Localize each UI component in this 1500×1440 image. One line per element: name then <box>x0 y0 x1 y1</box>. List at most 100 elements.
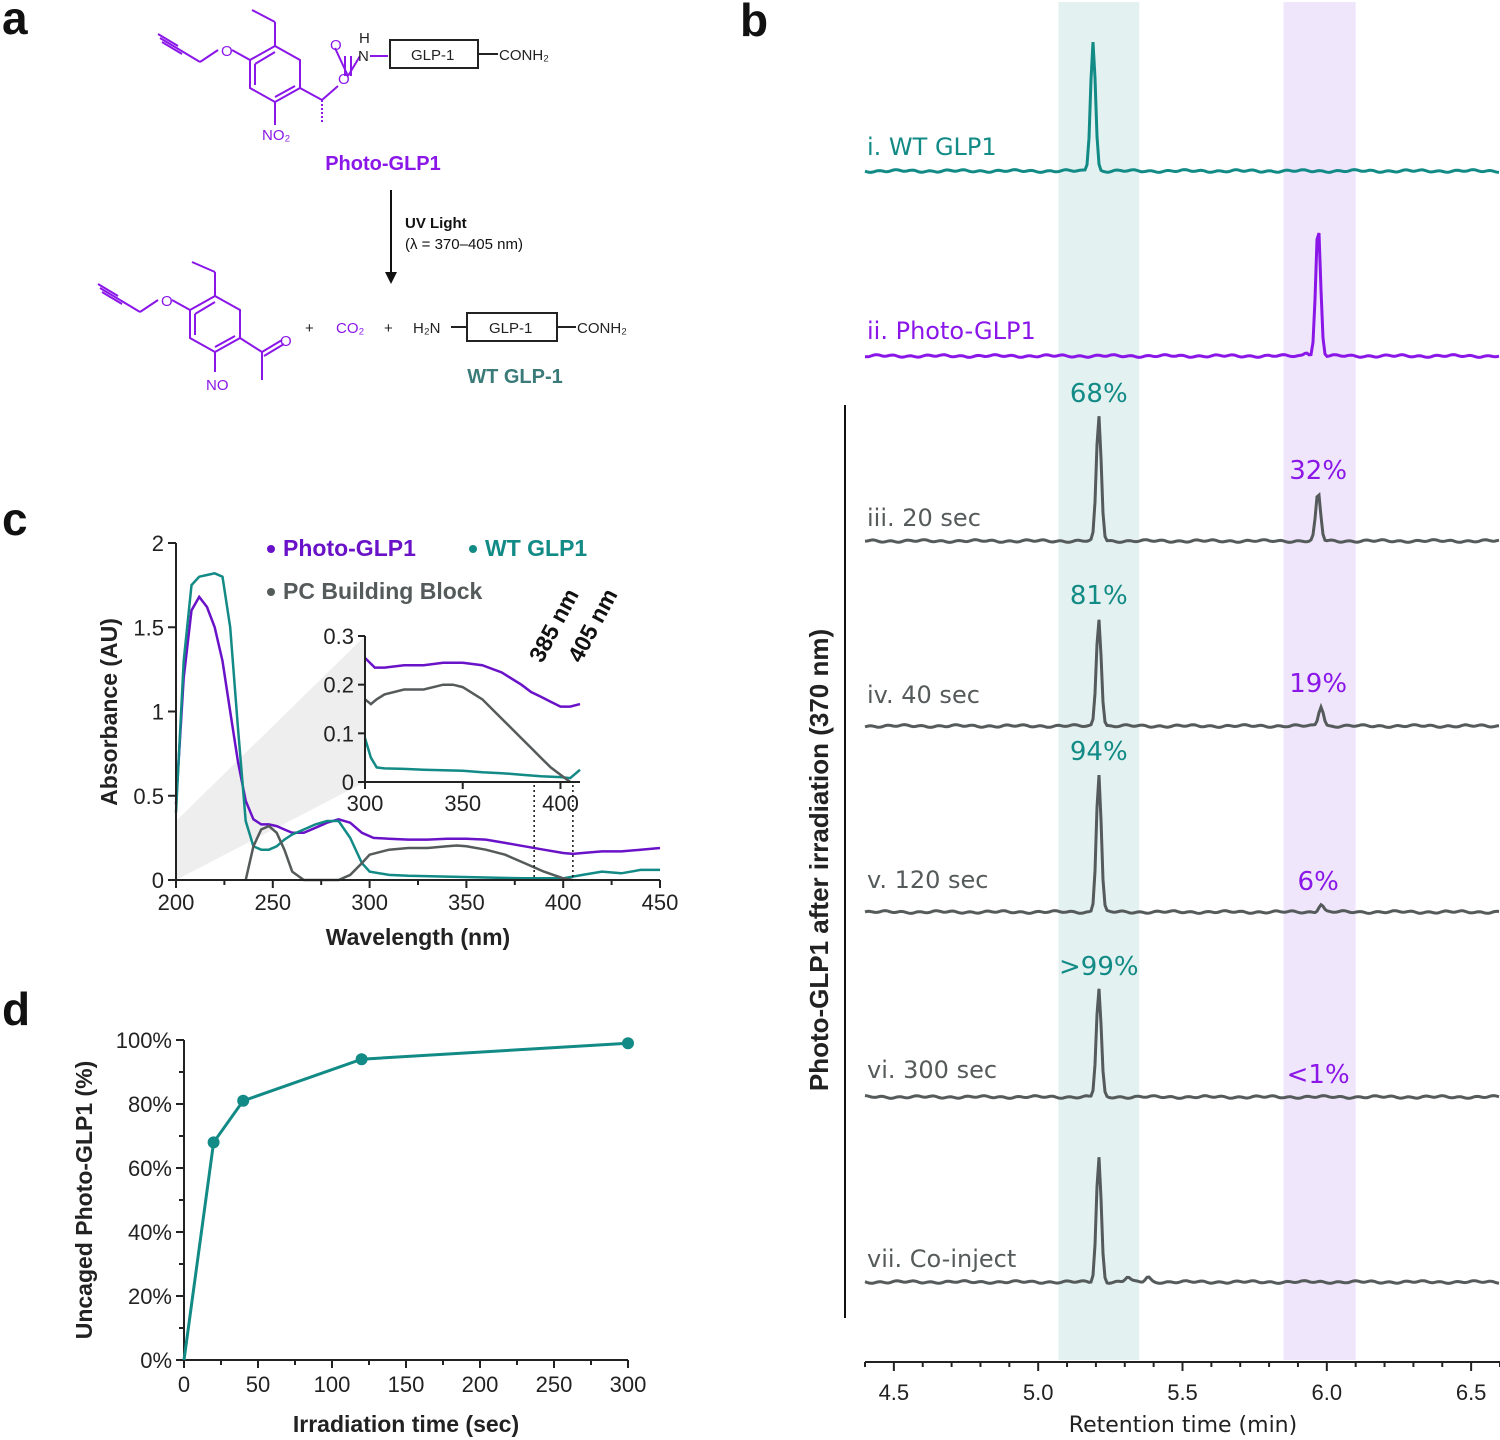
absorbance-plot: 200 250 300 350 400 450 0 0.5 1 1.5 2 <box>133 531 678 915</box>
no-label: NO <box>206 377 229 394</box>
c-y-tick-label: 0 <box>152 868 164 893</box>
d-y-tick-label: 20% <box>128 1284 172 1309</box>
chromatogram-traces: i. WT GLP1 ii. Photo-GLP1 iii. 20 sec 68% 32… <box>864 42 1500 1285</box>
kinetics-line <box>182 1041 629 1361</box>
panel-d: d 0 50 100 150 200 250 300 0% 20% 40% 60% 80% 100% I… <box>2 983 646 1437</box>
panel-letter-a: a <box>2 0 28 44</box>
chromatogram-3 <box>864 416 1500 544</box>
d-y-tick-label: 60% <box>128 1156 172 1181</box>
d-y-tick-label: 100% <box>116 1028 172 1053</box>
nh-n-label: N <box>358 48 369 65</box>
c-y-tick-label: 2 <box>152 531 164 556</box>
carbonyl-oxygen-label: O <box>330 37 342 54</box>
conh2-reactant-label: CONH₂ <box>499 47 549 64</box>
panel-c: c 200 250 300 350 400 450 0 0.5 1 1.5 2 300 350 400 0… <box>2 493 678 950</box>
nh-h-label: H <box>359 30 370 47</box>
chromatogram-6 <box>864 988 1500 1100</box>
c-y-tick-label: 0.5 <box>133 784 164 809</box>
panel-letter-d: d <box>2 983 30 1035</box>
panel-letter-b: b <box>740 0 768 46</box>
inset-x-tick-label: 300 <box>347 791 384 816</box>
c-x-tick-label: 300 <box>351 890 388 915</box>
c-y-tick-label: 1.5 <box>133 615 164 640</box>
benzene-ring-reactant <box>249 44 301 104</box>
legend-photo-glp1: Photo-GLP1 <box>283 535 416 561</box>
inset-x-tick-label: 400 <box>542 791 579 816</box>
inset-bg <box>365 632 584 782</box>
glp1-box-reactant-label: GLP-1 <box>411 47 454 64</box>
percent-wt-4: 81% <box>1070 581 1128 611</box>
trace-label-6: vi. 300 sec <box>867 1056 997 1084</box>
plus-sign-2: + <box>384 320 393 337</box>
chromatogram-2 <box>864 232 1500 359</box>
percent-photo-4: 19% <box>1289 669 1347 699</box>
c-xlabel: Wavelength (nm) <box>326 924 510 950</box>
panel-b: b i. WT GLP1 ii. Photo-GLP1 iii. 20 sec 68%… <box>740 0 1500 1438</box>
legend-wt-glp1: WT GLP1 <box>485 535 587 561</box>
inset-y-tick-label: 0.1 <box>323 721 354 746</box>
legend-marker-pc <box>267 588 275 596</box>
trace-label-1: i. WT GLP1 <box>867 133 997 161</box>
inset-x-tick-label: 350 <box>444 791 481 816</box>
chromatogram-1 <box>864 42 1500 174</box>
trace-label-3: iii. 20 sec <box>867 504 981 532</box>
c-x-tick-label: 350 <box>448 890 485 915</box>
kinetics-point-2 <box>237 1094 250 1107</box>
inset-line-3 <box>364 683 571 783</box>
c-y-tick-label: 1 <box>152 700 164 725</box>
absorbance-line-3 <box>244 824 574 882</box>
inset-y-tick-label: 0 <box>342 770 354 795</box>
d-x-tick-label: 200 <box>462 1372 499 1397</box>
h2n-label: H₂N <box>413 320 441 337</box>
benzene-ring-product <box>189 294 241 354</box>
c-ylabel: Absorbance (AU) <box>96 618 122 806</box>
absorbance-line-2 <box>174 571 660 880</box>
kinetics-point-3 <box>355 1053 368 1066</box>
b-tick-label: 6.5 <box>1456 1380 1487 1405</box>
legend-marker-photo <box>267 545 275 553</box>
c-x-tick-label: 400 <box>545 890 582 915</box>
d-x-tick-label: 300 <box>610 1372 647 1397</box>
glp1-box-product-label: GLP-1 <box>489 320 532 337</box>
percent-photo-5: 6% <box>1298 867 1339 897</box>
c-x-tick-label: 450 <box>642 890 679 915</box>
uv-light-range: (λ = 370–405 nm) <box>405 236 523 253</box>
chromatogram-5 <box>864 775 1500 915</box>
percent-photo-3: 32% <box>1289 456 1347 486</box>
b-tick-label: 6.0 <box>1312 1380 1343 1405</box>
d-x-tick-label: 150 <box>388 1372 425 1397</box>
retention-band-photo <box>1283 2 1356 1360</box>
d-y-tick-label: 0% <box>140 1348 172 1373</box>
chromatogram-4 <box>864 619 1500 729</box>
retention-band-wt <box>1058 2 1140 1360</box>
d-y-tick-label: 80% <box>128 1092 172 1117</box>
zoom-shade <box>176 636 365 880</box>
panel-a: a O O O N H GLP-1 CONH₂ NO₂ Photo-GLP1 <box>2 0 627 394</box>
trace-label-5: v. 120 sec <box>867 866 989 894</box>
plus-sign-1: + <box>305 320 314 337</box>
d-x-tick-label: 50 <box>246 1372 270 1397</box>
no2-label: NO₂ <box>262 127 291 144</box>
percent-wt-5: 94% <box>1070 737 1128 767</box>
product-name-wt-glp1: WT GLP-1 <box>467 366 563 388</box>
b-xlabel: Retention time (min) <box>1069 1413 1297 1438</box>
percent-wt-6: >99% <box>1059 952 1139 982</box>
kinetics-plot: 0 50 100 150 200 250 300 0% 20% 40% 60% 80% 100% <box>116 1028 647 1397</box>
inset-line-1 <box>364 657 581 708</box>
inset-y-tick-label: 0.3 <box>323 624 354 649</box>
inset-y-tick-label: 0.2 <box>323 673 354 698</box>
kinetics-point-4 <box>622 1037 634 1050</box>
uv-light-title: UV Light <box>405 215 467 232</box>
chromatogram-7 <box>864 1157 1500 1285</box>
c-x-tick-label: 200 <box>158 890 195 915</box>
irradiation-bracket-label: Photo-GLP1 after irradiation (370 nm) <box>804 629 834 1091</box>
trace-label-7: vii. Co-inject <box>867 1245 1016 1273</box>
compound-name-photo-glp1: Photo-GLP1 <box>325 153 441 175</box>
b-tick-label: 5.5 <box>1167 1380 1198 1405</box>
c-x-tick-label: 250 <box>254 890 291 915</box>
d-x-tick-label: 0 <box>178 1372 190 1397</box>
product-ketone-oxygen-label: O <box>280 333 292 350</box>
trace-label-2: ii. Photo-GLP1 <box>867 317 1036 345</box>
legend-pc-building-block: PC Building Block <box>283 578 483 604</box>
